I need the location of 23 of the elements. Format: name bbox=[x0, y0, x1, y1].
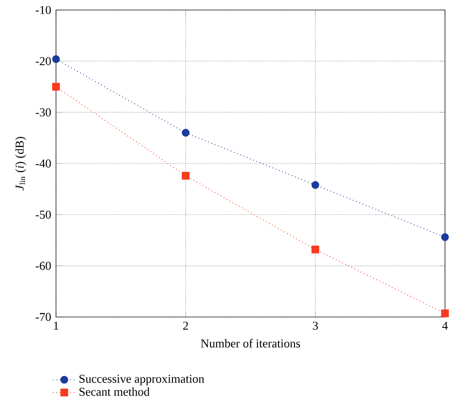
y-tick-label: -70 bbox=[36, 312, 51, 322]
legend-label: Secant method bbox=[80, 387, 150, 396]
y-tick-label: -20 bbox=[36, 57, 51, 66]
point bbox=[52, 55, 60, 63]
point bbox=[441, 233, 449, 242]
point bbox=[52, 82, 60, 91]
y-tick-label: -60 bbox=[36, 262, 51, 270]
x-tick-label: 2 bbox=[183, 322, 188, 330]
y-tick-label: -40 bbox=[36, 159, 51, 168]
y-tick-label: -30 bbox=[36, 108, 51, 116]
y-tick-label: -50 bbox=[36, 210, 51, 219]
point bbox=[311, 246, 320, 254]
x-tick-label: 4 bbox=[442, 322, 448, 330]
x-axis-title: Number of iterations bbox=[200, 338, 300, 348]
point bbox=[182, 172, 190, 180]
legend-label: Successive approximation bbox=[80, 374, 204, 386]
point bbox=[311, 181, 320, 189]
point bbox=[182, 128, 190, 137]
point bbox=[441, 310, 449, 318]
x-tick-label: 1 bbox=[54, 322, 58, 330]
y-axis-title: J$_{lin}$ (i) (dB) bbox=[15, 136, 26, 190]
y-tick-label: -10 bbox=[36, 6, 51, 14]
x-tick-label: 3 bbox=[312, 322, 318, 330]
